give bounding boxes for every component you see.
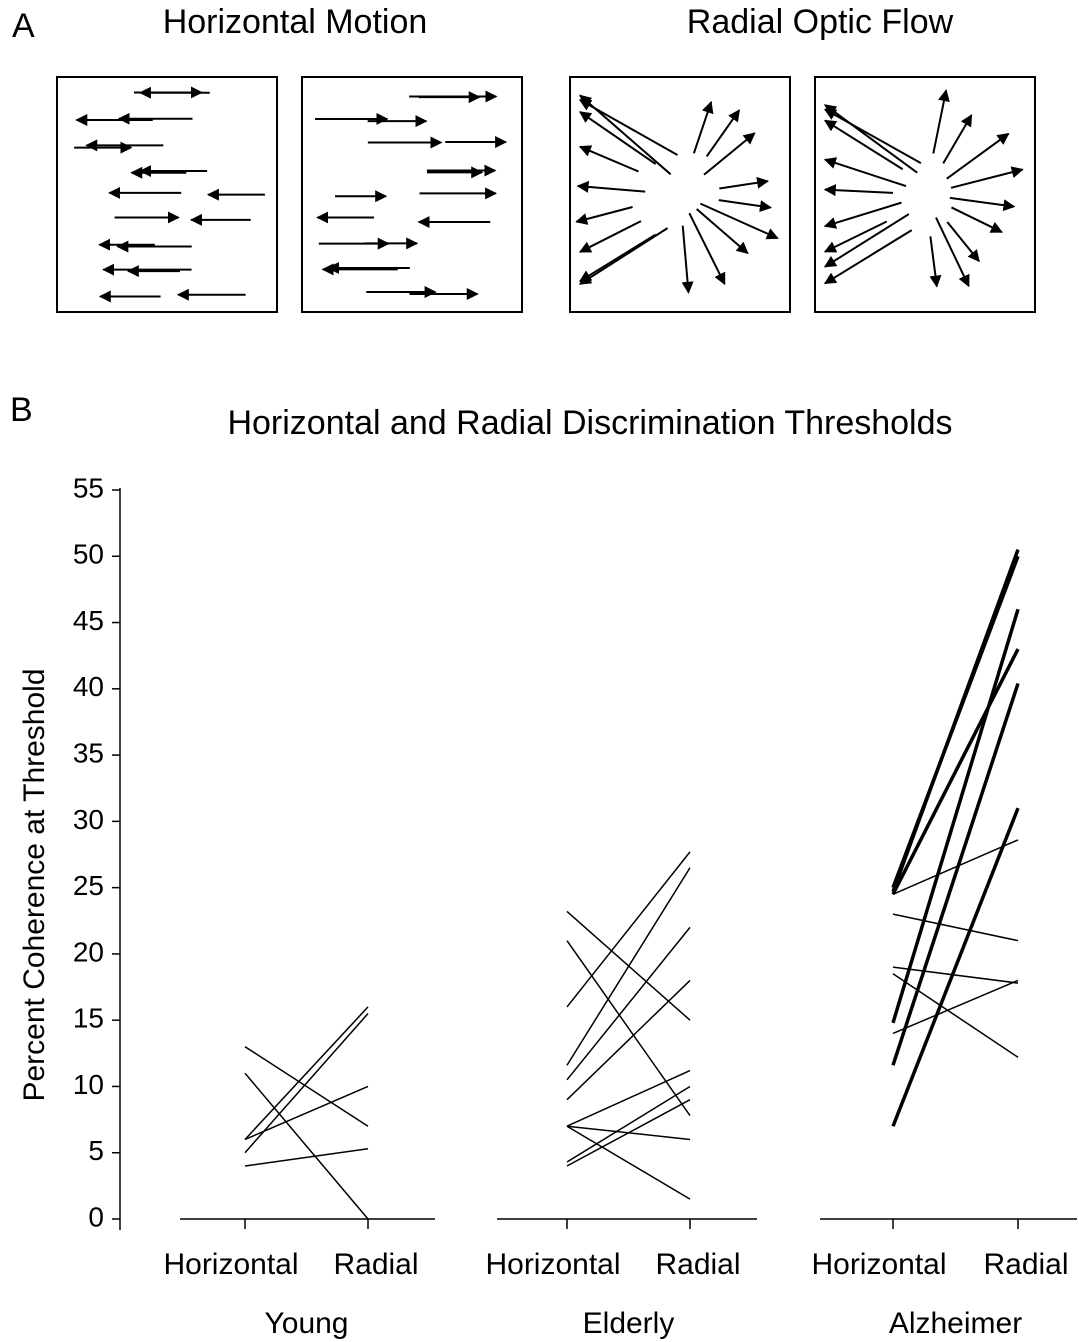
x-tick-label: Radial (333, 1248, 418, 1281)
y-axis-label: Percent Coherence at Threshold (18, 668, 51, 1101)
subject-line (566, 1125, 691, 1200)
panel-label: A (12, 7, 35, 45)
x-tick-label: Radial (655, 1248, 740, 1281)
y-tick-label: 55 (73, 472, 104, 503)
motion-arrow (823, 213, 910, 268)
motion-arrow (946, 221, 980, 263)
stimulus-box (569, 76, 791, 313)
motion-arrow (946, 132, 1010, 180)
motion-arrow (823, 229, 913, 285)
motion-arrow (823, 119, 904, 171)
subject-line (244, 1006, 369, 1140)
subject-line (566, 1069, 691, 1127)
subject-line (891, 807, 1020, 1127)
subject-line (892, 966, 1019, 984)
x-tick-label: Horizontal (485, 1248, 620, 1281)
subject-line (566, 851, 691, 1008)
motion-arrow (705, 109, 741, 158)
y-tick-label: 30 (73, 804, 104, 835)
subject-line (891, 555, 1020, 889)
subject-line (892, 973, 1019, 1058)
subject-line (891, 648, 1020, 896)
panel-title: Radial Optic Flow (687, 3, 954, 41)
y-tick-label: 50 (73, 539, 104, 570)
y-tick-label: 10 (73, 1069, 104, 1100)
motion-arrow (688, 212, 726, 286)
subject-line (891, 682, 1020, 1066)
x-tick-label: Horizontal (811, 1248, 946, 1281)
group-label: Alzheimer (889, 1307, 1022, 1340)
subject-line (892, 913, 1019, 942)
motion-arrow (950, 166, 1024, 189)
motion-arrow (823, 108, 922, 164)
motion-arrow (823, 220, 888, 253)
subject-line (566, 1099, 691, 1167)
x-tick-label: Horizontal (163, 1248, 298, 1281)
subject-line (566, 940, 691, 1117)
motion-arrow (578, 227, 669, 285)
y-tick-label: 0 (88, 1201, 104, 1232)
y-tick-label: 25 (73, 870, 104, 901)
motion-arrow (719, 176, 770, 190)
chart-title: Horizontal and Radial Discrimination Thr… (227, 404, 952, 442)
subject-line (244, 1046, 369, 1127)
motion-arrow (935, 217, 970, 288)
motion-arrow (575, 206, 633, 225)
motion-arrow (695, 208, 749, 255)
motion-arrow (951, 206, 1003, 233)
motion-arrow (576, 180, 646, 193)
motion-arrow (681, 225, 694, 294)
motion-arrow (718, 199, 772, 212)
motion-arrow (823, 157, 907, 188)
stimulus-box (301, 76, 523, 313)
group-label: Elderly (583, 1307, 675, 1340)
y-tick-label: 5 (88, 1135, 104, 1166)
y-tick-label: 40 (73, 671, 104, 702)
panel-title: Horizontal Motion (163, 3, 428, 41)
subject-line (244, 1085, 369, 1141)
motion-arrow (929, 236, 942, 288)
panel-label: B (10, 391, 33, 429)
subject-line (244, 1013, 369, 1154)
motion-arrow (578, 233, 657, 283)
y-tick-label: 20 (73, 936, 104, 967)
y-tick-label: 15 (73, 1003, 104, 1034)
subject-line (566, 1085, 691, 1163)
motion-arrow (692, 100, 714, 154)
stimulus-box (56, 76, 278, 313)
stimulus-boxes (56, 76, 1036, 313)
subject-line (892, 839, 1019, 895)
group-label: Young (265, 1307, 349, 1340)
x-tick-label: Radial (983, 1248, 1068, 1281)
subject-line (892, 979, 1019, 1035)
y-tick-label: 45 (73, 605, 104, 636)
stimulus-box (814, 76, 1036, 313)
motion-arrow (932, 89, 950, 154)
motion-arrow (578, 220, 642, 253)
subject-line (244, 1072, 369, 1220)
subject-line (566, 867, 691, 1066)
y-tick-label: 35 (73, 737, 104, 768)
motion-arrow (823, 201, 902, 229)
motion-arrow (578, 99, 678, 156)
motion-arrow (578, 145, 639, 173)
motion-arrow (703, 132, 756, 176)
motion-arrow (579, 111, 657, 165)
motion-arrow (699, 202, 779, 240)
motion-arrow (823, 184, 894, 197)
subject-line (891, 608, 1020, 1024)
subject-line (566, 979, 691, 1101)
motion-arrow (942, 114, 973, 164)
subject-line (244, 1148, 369, 1167)
motion-arrow (949, 196, 1016, 212)
motion-arrow (824, 104, 918, 174)
subject-line (566, 926, 691, 1081)
